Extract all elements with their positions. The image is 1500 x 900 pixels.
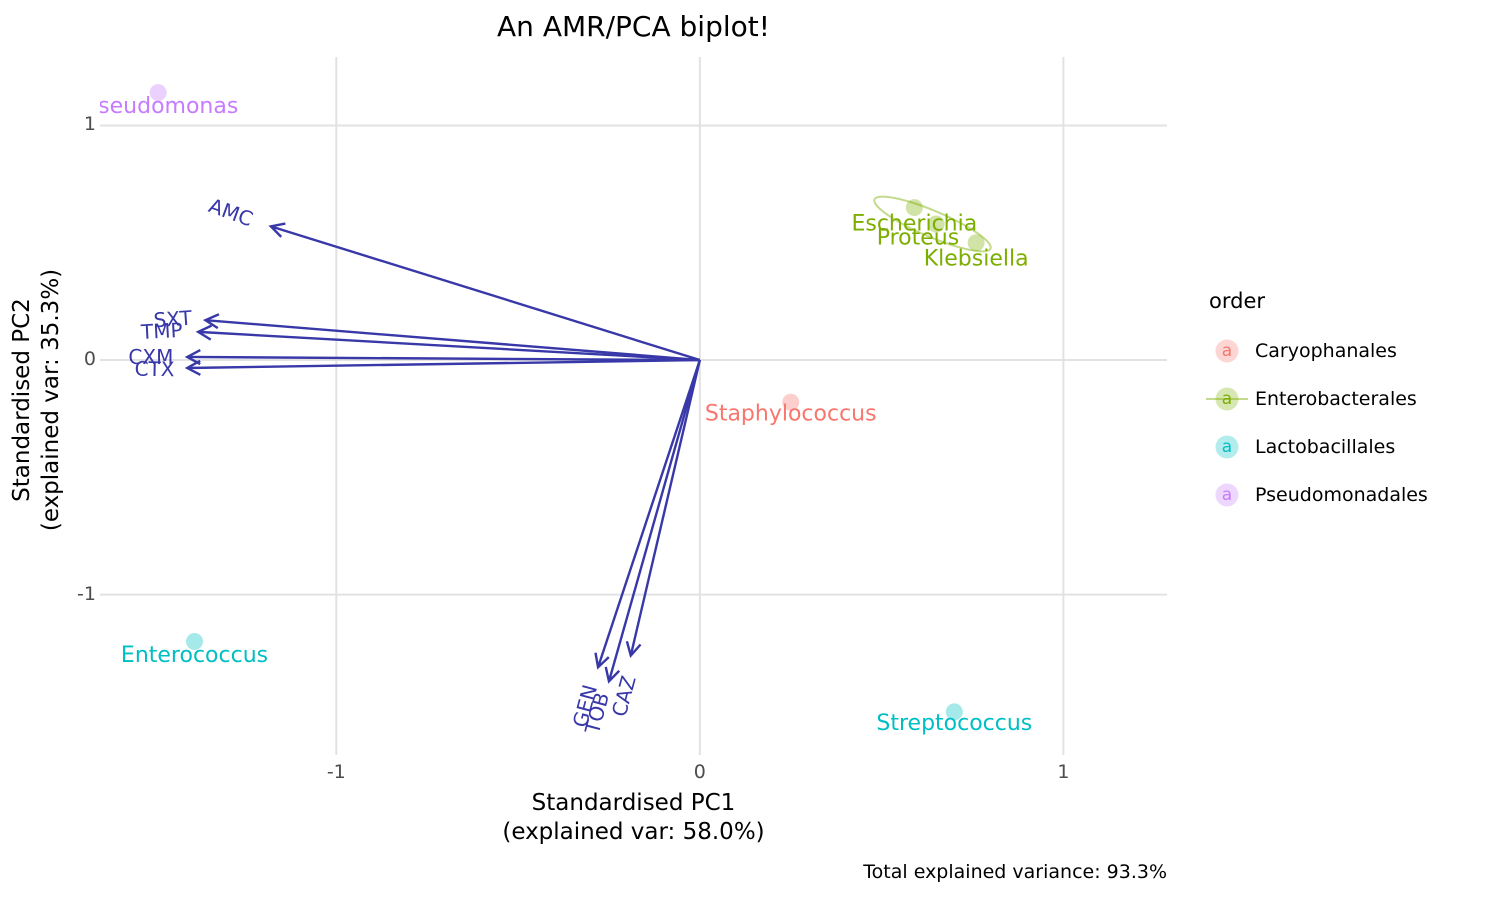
legend-item-enterobacterales: a Enterobacterales xyxy=(1206,375,1428,423)
x-tick-label--1: -1 xyxy=(326,761,346,783)
legend-item-pseudomonadales: a Pseudomonadales xyxy=(1209,471,1428,519)
data-point-escherichia xyxy=(905,199,923,217)
cluster-ellipse-enterobacterales xyxy=(873,195,992,253)
loading-label-ctx: CTX xyxy=(134,357,175,382)
loading-arrow-ctx xyxy=(184,358,700,376)
taxa-label-proteus: Proteus xyxy=(877,226,959,251)
legend: order a Caryophanales a Enterobacterales a La… xyxy=(1206,289,1428,519)
y-tick-label-1: 1 xyxy=(83,113,96,136)
loading-arrow-cxm xyxy=(184,348,700,366)
plot-area: Pseudomonas Escherichia Proteus Klebsiella S… xyxy=(100,57,1167,755)
legend-key-icon-lactobacillales: a xyxy=(1209,429,1245,465)
data-point-enterococcus xyxy=(186,632,204,650)
y-axis-title: Standardised PC2 (explained var: 35.3%) xyxy=(8,50,66,750)
loading-label-amc: AMC xyxy=(206,193,256,231)
x-axis-title-line1: Standardised PC1 xyxy=(531,790,736,816)
loading-label-caz: CAZ xyxy=(607,673,641,719)
taxa-label-enterococcus: Enterococcus xyxy=(121,643,268,668)
y-tick-label-0: 0 xyxy=(83,348,96,371)
data-point-klebsiella xyxy=(967,234,985,252)
loading-arrow-tob xyxy=(604,359,702,684)
x-tick-label-0: 0 xyxy=(693,761,706,783)
legend-label-caryophanales: Caryophanales xyxy=(1255,340,1397,362)
total-variance-caption: Total explained variance: 93.3% xyxy=(863,861,1167,883)
taxa-label-klebsiella: Klebsiella xyxy=(924,247,1029,272)
data-point-streptococcus xyxy=(945,703,963,721)
data-point-pseudomonas xyxy=(149,84,167,102)
x-tick-label-1: 1 xyxy=(1057,761,1070,783)
legend-item-caryophanales: a Caryophanales xyxy=(1209,327,1428,375)
legend-label-pseudomonadales: Pseudomonadales xyxy=(1255,484,1428,506)
taxa-label-pseudomonas: Pseudomonas xyxy=(100,94,238,119)
loading-arrow-sxt xyxy=(202,313,700,362)
taxa-label-streptococcus: Streptococcus xyxy=(876,711,1032,736)
taxa-label-escherichia: Escherichia xyxy=(851,211,977,236)
legend-key-icon-enterobacterales: a xyxy=(1206,381,1248,417)
legend-item-lactobacillales: a Lactobacillales xyxy=(1209,423,1428,471)
data-point-proteus xyxy=(927,215,945,233)
loading-label-cxm: CXM xyxy=(128,345,173,369)
loading-arrow-tmp xyxy=(195,324,700,362)
legend-title: order xyxy=(1209,289,1265,313)
legend-label-enterobacterales: Enterobacterales xyxy=(1255,388,1417,410)
legend-label-lactobacillales: Lactobacillales xyxy=(1255,436,1396,458)
data-point-staphylococcus xyxy=(782,393,800,411)
x-axis-title: Standardised PC1 (explained var: 58.0%) xyxy=(100,789,1167,847)
legend-items: a Caryophanales a Enterobacterales a Lactobac… xyxy=(1206,327,1428,519)
legend-key-icon-pseudomonadales: a xyxy=(1209,477,1245,513)
loading-arrow-caz xyxy=(625,359,702,659)
x-axis-title-line2: (explained var: 58.0%) xyxy=(502,819,765,845)
taxa-label-staphylococcus: Staphylococcus xyxy=(705,401,877,426)
loading-label-tmp: TMP xyxy=(139,318,183,344)
loading-arrow-amc xyxy=(268,222,701,362)
loading-label-sxt: SXT xyxy=(153,306,194,333)
y-axis-title-line1: Standardised PC2 xyxy=(9,298,35,502)
y-tick-label--1: -1 xyxy=(77,582,96,605)
legend-key-icon-caryophanales: a xyxy=(1209,333,1245,369)
loading-arrow-gen xyxy=(594,359,701,670)
y-axis-title-line2: (explained var: 35.3%) xyxy=(38,268,64,532)
chart-title: An AMR/PCA biplot! xyxy=(497,10,770,43)
